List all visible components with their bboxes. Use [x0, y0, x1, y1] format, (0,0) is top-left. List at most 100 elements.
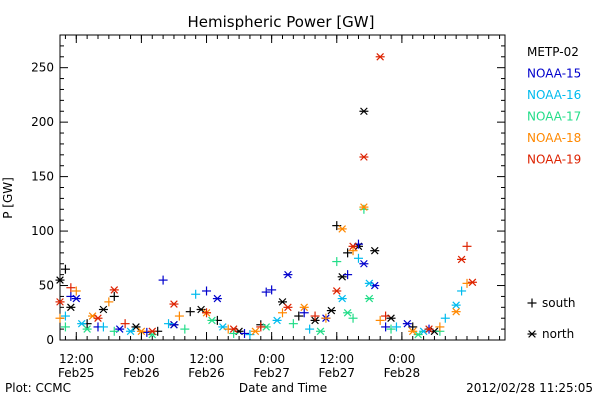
south-point: [158, 275, 168, 285]
south-point: [391, 322, 401, 332]
y-tick-label: 200: [31, 115, 54, 129]
north-point: [457, 255, 467, 264]
south-point: [191, 289, 201, 299]
north-point: [370, 246, 380, 255]
plot-area-frame: [59, 34, 506, 341]
north-point: [147, 327, 157, 336]
legend-item-noaa-16: NOAA-16: [527, 88, 581, 102]
north-point: [98, 305, 108, 314]
south-point: [164, 319, 174, 329]
y-axis-label: P [GW]: [1, 177, 15, 219]
north-point: [229, 325, 239, 333]
south-point: [120, 319, 130, 329]
north-point: [66, 303, 76, 312]
north-point: [207, 316, 217, 325]
south-point: [310, 311, 320, 321]
y-tick-label: 250: [31, 61, 54, 75]
south-point: [60, 264, 70, 274]
south-point: [229, 328, 239, 338]
north-point: [359, 107, 369, 116]
south-point: [278, 308, 287, 318]
x-tick-label-date: Feb25: [58, 366, 95, 380]
north-point: [212, 294, 222, 303]
north-point: [272, 316, 282, 325]
north-point: [93, 314, 103, 323]
x-tick-label-date: Feb27: [253, 366, 290, 380]
north-point: [348, 242, 358, 251]
south-point: [109, 326, 119, 336]
north-point: [359, 153, 369, 161]
south-point: [60, 322, 70, 332]
south-point: [66, 283, 76, 293]
south-point: [256, 322, 266, 332]
north-point: [364, 279, 374, 288]
south-point: [440, 313, 450, 323]
south-point: [332, 257, 342, 267]
north-point: [82, 325, 92, 333]
south-point: [375, 315, 385, 325]
north-point: [169, 300, 179, 308]
x-tick-label-date: Feb27: [319, 366, 356, 380]
legend-item-noaa-19: NOAA-19: [527, 153, 581, 167]
south-point: [305, 324, 315, 334]
north-point: [196, 305, 206, 314]
north-point: [169, 320, 179, 329]
south-point: [435, 322, 445, 332]
north-point: [343, 308, 353, 317]
plot-credit: Plot: CCMC: [5, 381, 71, 395]
marker-legend-label-north: north: [542, 327, 574, 341]
x-axis-label: Date and Time: [239, 381, 327, 395]
x-tick-label-date: Feb28: [384, 366, 421, 380]
south-point: [98, 322, 108, 332]
legend-item-noaa-18: NOAA-18: [527, 131, 581, 145]
legend-item-metp-02: METP-02: [527, 45, 579, 59]
south-point: [299, 308, 309, 318]
south-point: [457, 286, 467, 296]
south-point: [386, 324, 396, 334]
marker-legend: south north: [527, 296, 576, 341]
marker-legend-label-south: south: [542, 296, 576, 310]
south-point: [462, 278, 472, 288]
north-point: [337, 225, 347, 233]
x-tick-label-time: 12:00: [59, 352, 94, 366]
series-noaa-18: [55, 203, 472, 336]
x-tick-label-time: 0:00: [128, 352, 155, 366]
south-point: [261, 287, 271, 297]
y-tick-label: 150: [31, 170, 54, 184]
south-point: [174, 311, 184, 321]
x-tick-label-time: 12:00: [319, 352, 354, 366]
north-point: [332, 287, 342, 295]
north-point: [467, 278, 477, 287]
south-point: [381, 322, 391, 332]
north-point: [402, 319, 412, 328]
plus-marker-icon: [527, 298, 537, 308]
y-tick-label: 50: [39, 279, 54, 293]
legend-item-noaa-15: NOAA-15: [527, 67, 581, 81]
legend-item-noaa-17: NOAA-17: [527, 110, 581, 124]
series-noaa-16: [60, 253, 467, 340]
north-point: [283, 270, 293, 279]
north-point: [250, 327, 260, 336]
north-point: [424, 325, 434, 333]
axes: 05010015020025012:00Feb250:00Feb2612:00F…: [31, 34, 505, 380]
north-point: [109, 286, 119, 294]
x-tick-label-time: 0:00: [258, 352, 285, 366]
x-tick-label-date: Feb26: [188, 366, 225, 380]
x-tick-label-time: 0:00: [388, 352, 415, 366]
south-point: [109, 291, 119, 301]
south-point: [71, 286, 81, 296]
south-point: [267, 285, 277, 295]
north-point: [451, 301, 461, 309]
south-point: [359, 204, 369, 214]
north-point: [283, 303, 293, 312]
south-point: [462, 241, 472, 251]
south-point: [343, 270, 353, 280]
south-point: [353, 253, 363, 263]
north-point: [315, 327, 325, 336]
north-point: [55, 298, 65, 306]
south-point: [343, 248, 353, 258]
y-tick-label: 0: [46, 333, 54, 347]
south-point: [60, 311, 70, 321]
north-point: [337, 294, 347, 303]
